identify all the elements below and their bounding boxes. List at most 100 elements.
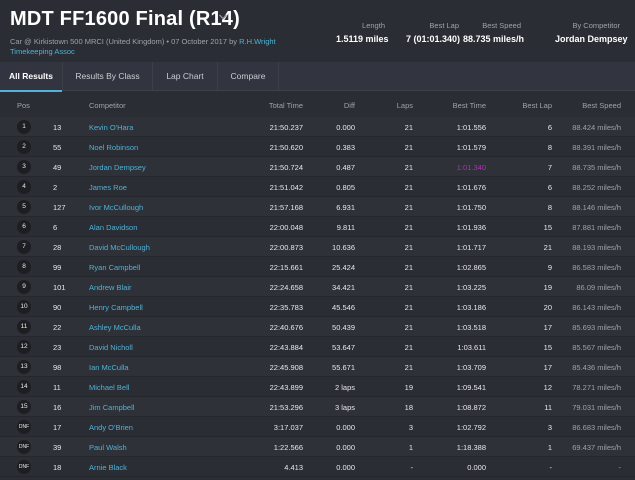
active-tab-indicator [0,90,62,92]
table-row[interactable]: 6 6 Alan Davidson 22:00.048 9.811 21 1:01.936 1… [0,217,635,237]
best-time-value: 1:03.709 [456,363,486,372]
table-row[interactable]: 1 13 Kevin O'Hara 21:50.237 0.000 21 1:01.556 6… [0,117,635,137]
competitor-link[interactable]: Arnie Black [89,463,127,472]
table-row[interactable]: 3 49 Jordan Dempsey 21:50.724 0.487 21 1:01.34… [0,157,635,177]
table-row[interactable]: 15 16 Jim Campbell 21:53.296 3 laps 18 1:08.87… [0,397,635,417]
competitor-link[interactable]: Andrew Blair [89,283,132,292]
competitor-link[interactable]: Alan Davidson [89,223,138,232]
table-row[interactable]: 11 22 Ashley McCulla 22:40.676 50.439 21 1:03.… [0,317,635,337]
best-speed-label: Best Speed [482,21,521,30]
laps-value: 3 [408,423,413,432]
car-number: 101 [53,283,66,292]
best-time-value: 1:01.676 [456,183,486,192]
total-time: 22:43.899 [269,383,303,392]
page-title: MDT FF1600 Final (R14) [10,8,240,30]
competitor-link[interactable]: Ian McCulla [89,363,129,372]
table-row[interactable]: 7 28 David McCullough 22:00.873 10.636 21 1:01… [0,237,635,257]
laps-value: 19 [404,383,413,392]
table-row[interactable]: 2 55 Noel Robinson 21:50.620 0.383 21 1:01.579… [0,137,635,157]
best-time-value: 1:01.936 [456,223,486,232]
table-row[interactable]: 5 127 Ivor McCullough 21:57.168 6.931 21 1:01.… [0,197,635,217]
best-speed-value: 78.271 miles/h [572,383,621,392]
length-label: Length [362,21,385,30]
table-row[interactable]: 8 99 Ryan Campbell 22:15.661 25.424 21 1:02.86… [0,257,635,277]
diff-value: 50.439 [332,323,355,332]
tab-results-by-class[interactable]: Results By Class [63,62,152,91]
table-row[interactable]: 10 90 Henry Campbell 22:35.783 45.546 21 1:03.… [0,297,635,317]
best-speed-value: 86.683 miles/h [572,423,621,432]
table-row[interactable]: 12 23 David Nicholl 22:43.884 53.647 21 1:03.6… [0,337,635,357]
total-time: 21:57.168 [269,203,303,212]
column-header-best-time[interactable]: Best Time [452,101,486,110]
table-row[interactable]: 4 2 James Roe 21:51.042 0.805 21 1:01.676 6 88.2… [0,177,635,197]
table-row[interactable]: DNF 18 Arnie Black 4.413 0.000 - 0.000 - - [0,457,635,477]
competitor-link[interactable]: Henry Campbell [89,303,143,312]
table-row[interactable]: DNF 39 Paul Walsh 1:22.566 0.000 1 1:18.388 1 69… [0,437,635,457]
best-speed-value: 88.146 miles/h [572,203,621,212]
best-time-value: 1:03.611 [457,343,486,352]
laps-value: 18 [404,403,413,412]
competitor-link[interactable]: Jim Campbell [89,403,135,412]
best-time-value: 1:01.579 [456,143,486,152]
best-time-value: 1:02.792 [456,423,486,432]
best-speed-value: 85.567 miles/h [572,343,621,352]
diff-value: 6.931 [336,203,355,212]
competitor-link[interactable]: James Roe [89,183,127,192]
laps-value: 21 [404,323,413,332]
column-header-best-lap[interactable]: Best Lap [522,101,552,110]
best-lap-value: 6 [547,183,552,192]
total-time: 22:00.048 [269,223,303,232]
position-badge: 6 [17,220,31,234]
column-header-competitor[interactable]: Competitor [89,101,126,110]
tab-all-results[interactable]: All Results [0,62,62,92]
laps-value: 21 [404,203,413,212]
table-row[interactable]: DNF 17 Andy O'Brien 3:17.037 0.000 3 1:02.792 3… [0,417,635,437]
competitor-link[interactable]: Kevin O'Hara [89,123,134,132]
diff-value: 34.421 [332,283,355,292]
column-header-diff[interactable]: Diff [343,101,355,110]
best-time-value: 0.000 [467,463,486,472]
total-time: 21:50.620 [269,143,303,152]
best-lap-value: 17 [543,363,552,372]
column-header-pos[interactable]: Pos [17,101,30,110]
laps-value: 21 [404,263,413,272]
best-lap-value: 15 [543,223,552,232]
column-header-best-speed[interactable]: Best Speed [582,101,621,110]
car-number: 11 [53,383,61,392]
results-table-header: Pos Competitor Total Time Diff Laps Best… [0,95,635,115]
competitor-link[interactable]: Michael Bell [89,383,130,392]
table-row[interactable]: 9 101 Andrew Blair 22:24.658 34.421 21 1:03.22… [0,277,635,297]
tab-compare[interactable]: Compare [218,62,278,91]
competitor-link[interactable]: David Nicholl [89,343,133,352]
table-row[interactable]: 13 98 Ian McCulla 22:45.908 55.671 21 1:03.709… [0,357,635,377]
competitor-link[interactable]: David McCullough [89,243,150,252]
total-time: 22:00.873 [269,243,303,252]
best-lap-value: 20 [543,303,552,312]
competitor-link[interactable]: Andy O'Brien [89,423,133,432]
column-header-laps[interactable]: Laps [396,101,413,110]
diff-value: 53.647 [332,343,355,352]
tab-label: All Results [9,71,53,81]
diff-value: 9.811 [336,223,355,232]
competitor-link[interactable]: Ryan Campbell [89,263,141,272]
best-lap-stat: Best Lap 7 (01:01.340) [406,21,460,44]
car-number: 6 [53,223,58,232]
car-number: 17 [53,423,62,432]
timekeeping-assoc-link[interactable]: Timekeeping Assoc [10,47,75,56]
laps-value: 21 [404,183,413,192]
laps-value: 21 [404,243,413,252]
competitor-link[interactable]: Paul Walsh [89,443,127,452]
competitor-link[interactable]: Noel Robinson [89,143,139,152]
best-speed-value: 88.424 miles/h [572,123,621,132]
chevron-down-icon[interactable] [218,12,228,22]
column-header-total-time[interactable]: Total Time [268,101,303,110]
competitor-link[interactable]: Ivor McCullough [89,203,144,212]
tab-lap-chart[interactable]: Lap Chart [153,62,217,91]
table-row[interactable]: 14 11 Michael Bell 22:43.899 2 laps 19 1:09.54… [0,377,635,397]
competitor-link[interactable]: Ashley McCulla [89,323,141,332]
length-value: 1.5119 miles [336,34,389,44]
best-speed-stat: Best Speed 88.735 miles/h [463,21,524,44]
competitor-link[interactable]: Jordan Dempsey [89,163,146,172]
page-header: MDT FF1600 Final (R14) Car @ Kirkistown … [0,0,635,62]
timekeeper-link[interactable]: R.H.Wright [239,37,276,46]
